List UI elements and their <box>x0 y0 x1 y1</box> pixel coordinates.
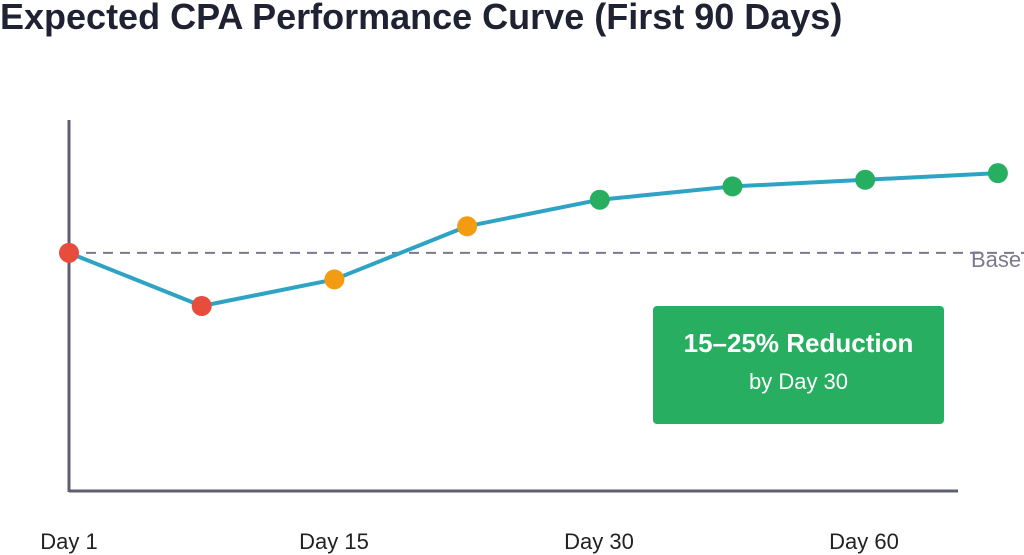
series-line <box>68 171 999 308</box>
x-tick-label: Day 60 <box>829 529 899 554</box>
callout-subtitle: by Day 30 <box>748 369 849 394</box>
data-point <box>324 269 345 290</box>
x-tick-label: Day 30 <box>564 529 634 554</box>
x-tick-label: Day 1 <box>40 529 97 554</box>
data-points <box>59 163 1008 316</box>
baseline-label: Base <box>971 247 1021 272</box>
callout-title: 15–25% Reduction <box>683 328 914 358</box>
reduction-callout: 15–25% Reduction by Day 30 <box>653 306 944 424</box>
chart-title: Expected CPA Performance Curve (First 90… <box>0 0 843 37</box>
x-tick-labels: Day 1 Day 15 Day 30 Day 60 <box>40 529 899 554</box>
data-point <box>855 169 876 190</box>
data-point <box>722 176 743 197</box>
data-point <box>589 189 610 210</box>
data-point <box>59 242 79 263</box>
data-point <box>191 296 212 316</box>
data-point <box>457 216 478 237</box>
x-tick-label: Day 15 <box>299 529 369 554</box>
data-point <box>987 163 1008 184</box>
